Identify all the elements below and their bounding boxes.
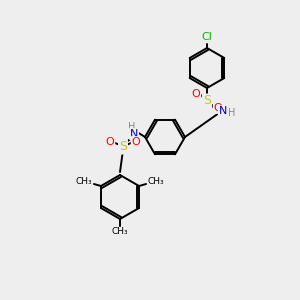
Text: N: N <box>130 129 138 139</box>
Text: O: O <box>192 89 200 99</box>
Text: CH₃: CH₃ <box>76 178 92 187</box>
Text: O: O <box>214 103 222 113</box>
Text: O: O <box>132 137 140 147</box>
Text: CH₃: CH₃ <box>112 227 128 236</box>
Text: S: S <box>203 94 211 107</box>
Text: Cl: Cl <box>202 32 212 42</box>
Text: H: H <box>128 122 136 132</box>
Text: H: H <box>228 108 236 118</box>
Text: N: N <box>219 106 227 116</box>
Text: S: S <box>119 140 127 154</box>
Text: O: O <box>106 137 114 147</box>
Text: CH₃: CH₃ <box>148 178 164 187</box>
